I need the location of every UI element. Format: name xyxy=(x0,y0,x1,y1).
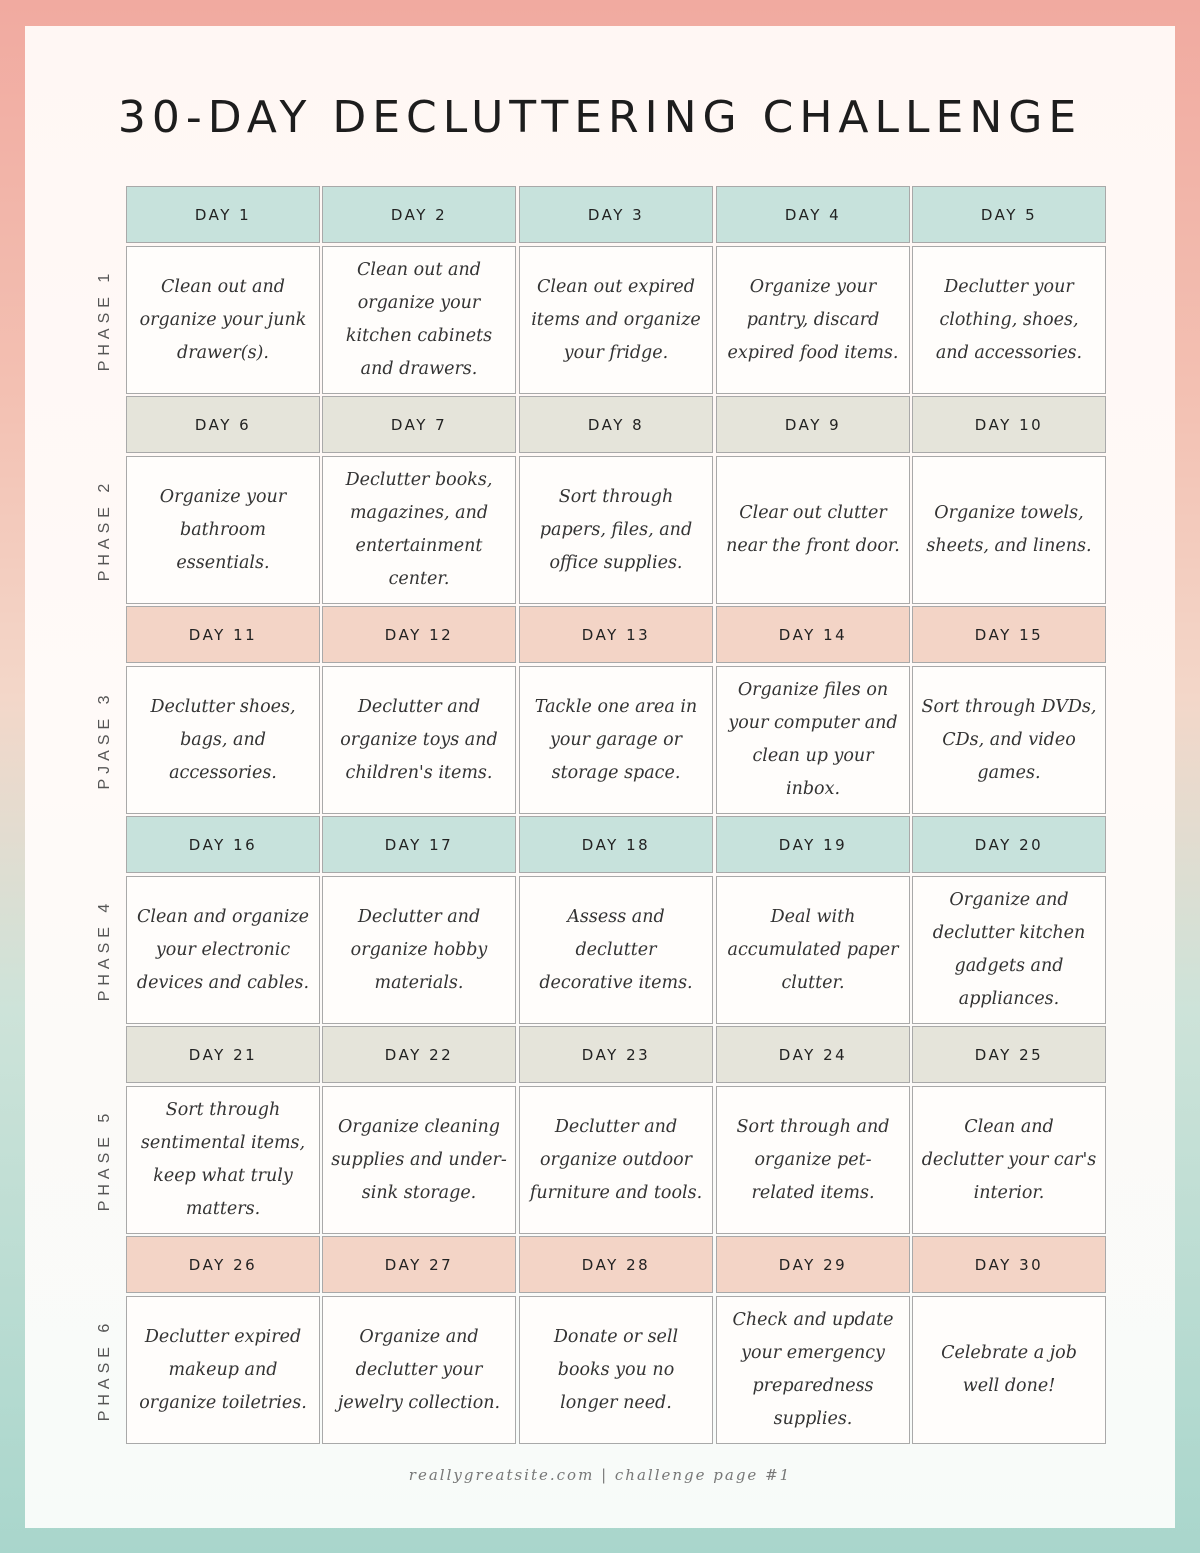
day-header: DAY 30 xyxy=(912,1236,1106,1293)
day-task: Celebrate a job well done! xyxy=(912,1296,1106,1444)
phase-label: PHASE 1 xyxy=(96,268,113,372)
day-task: Clear out clutter near the front door. xyxy=(716,456,910,604)
day-header: DAY 27 xyxy=(322,1236,516,1293)
day-task: Organize and declutter your jewelry coll… xyxy=(322,1296,516,1444)
day-header: DAY 7 xyxy=(322,396,516,453)
day-header: DAY 2 xyxy=(322,186,516,243)
day-header: DAY 24 xyxy=(716,1026,910,1083)
day-header: DAY 28 xyxy=(519,1236,713,1293)
day-task: Clean out expired items and organize you… xyxy=(519,246,713,394)
day-header: DAY 11 xyxy=(126,606,320,663)
day-task: Sort through papers, files, and office s… xyxy=(519,456,713,604)
day-header: DAY 1 xyxy=(126,186,320,243)
day-header: DAY 12 xyxy=(322,606,516,663)
day-task: Clean out and organize your junk drawer(… xyxy=(126,246,320,394)
day-header: DAY 15 xyxy=(912,606,1106,663)
day-header: DAY 16 xyxy=(126,816,320,873)
day-header: DAY 26 xyxy=(126,1236,320,1293)
day-header: DAY 29 xyxy=(716,1236,910,1293)
day-task: Organize towels, sheets, and linens. xyxy=(912,456,1106,604)
day-task: Clean and declutter your car's interior. xyxy=(912,1086,1106,1234)
day-header: DAY 3 xyxy=(519,186,713,243)
day-task: Declutter shoes, bags, and accessories. xyxy=(126,666,320,814)
day-header: DAY 19 xyxy=(716,816,910,873)
day-task: Declutter expired makeup and organize to… xyxy=(126,1296,320,1444)
day-header: DAY 25 xyxy=(912,1026,1106,1083)
day-task: Declutter and organize outdoor furniture… xyxy=(519,1086,713,1234)
phase-label: PHASE 2 xyxy=(96,478,113,582)
day-header: DAY 4 xyxy=(716,186,910,243)
day-task: Declutter your clothing, shoes, and acce… xyxy=(912,246,1106,394)
day-task: Tackle one area in your garage or storag… xyxy=(519,666,713,814)
day-task: Organize files on your computer and clea… xyxy=(716,666,910,814)
day-header: DAY 10 xyxy=(912,396,1106,453)
day-header: DAY 8 xyxy=(519,396,713,453)
day-task: Check and update your emergency prepared… xyxy=(716,1296,910,1444)
day-task: Sort through sentimental items, keep wha… xyxy=(126,1086,320,1234)
day-task: Assess and declutter decorative items. xyxy=(519,876,713,1024)
day-header: DAY 22 xyxy=(322,1026,516,1083)
day-task: Sort through and organize pet-related it… xyxy=(716,1086,910,1234)
day-header: DAY 9 xyxy=(716,396,910,453)
day-task: Declutter books, magazines, and entertai… xyxy=(322,456,516,604)
day-header: DAY 23 xyxy=(519,1026,713,1083)
phase-label: PHASE 4 xyxy=(96,898,113,1002)
day-header: DAY 6 xyxy=(126,396,320,453)
day-header: DAY 13 xyxy=(519,606,713,663)
day-task: Deal with accumulated paper clutter. xyxy=(716,876,910,1024)
day-task: Organize and declutter kitchen gadgets a… xyxy=(912,876,1106,1024)
day-task: Organize your pantry, discard expired fo… xyxy=(716,246,910,394)
phase-label: PHASE 5 xyxy=(96,1108,113,1212)
page-title: 30-DAY DECLUTTERING CHALLENGE xyxy=(117,92,1083,143)
phase-label: PHASE 6 xyxy=(96,1318,113,1422)
day-header: DAY 18 xyxy=(519,816,713,873)
day-header: DAY 17 xyxy=(322,816,516,873)
day-task: Organize your bathroom essentials. xyxy=(126,456,320,604)
day-header: DAY 5 xyxy=(912,186,1106,243)
day-header: DAY 20 xyxy=(912,816,1106,873)
day-header: DAY 14 xyxy=(716,606,910,663)
day-task: Declutter and organize toys and children… xyxy=(322,666,516,814)
phase-label: PJASE 3 xyxy=(96,690,113,790)
page-footer: reallygreatsite.com | challenge page #1 xyxy=(408,1466,792,1484)
day-task: Donate or sell books you no longer need. xyxy=(519,1296,713,1444)
day-task: Organize cleaning supplies and under-sin… xyxy=(322,1086,516,1234)
day-task: Clean out and organize your kitchen cabi… xyxy=(322,246,516,394)
day-task: Clean and organize your electronic devic… xyxy=(126,876,320,1024)
day-task: Sort through DVDs, CDs, and video games. xyxy=(912,666,1106,814)
day-task: Declutter and organize hobby materials. xyxy=(322,876,516,1024)
day-header: DAY 21 xyxy=(126,1026,320,1083)
